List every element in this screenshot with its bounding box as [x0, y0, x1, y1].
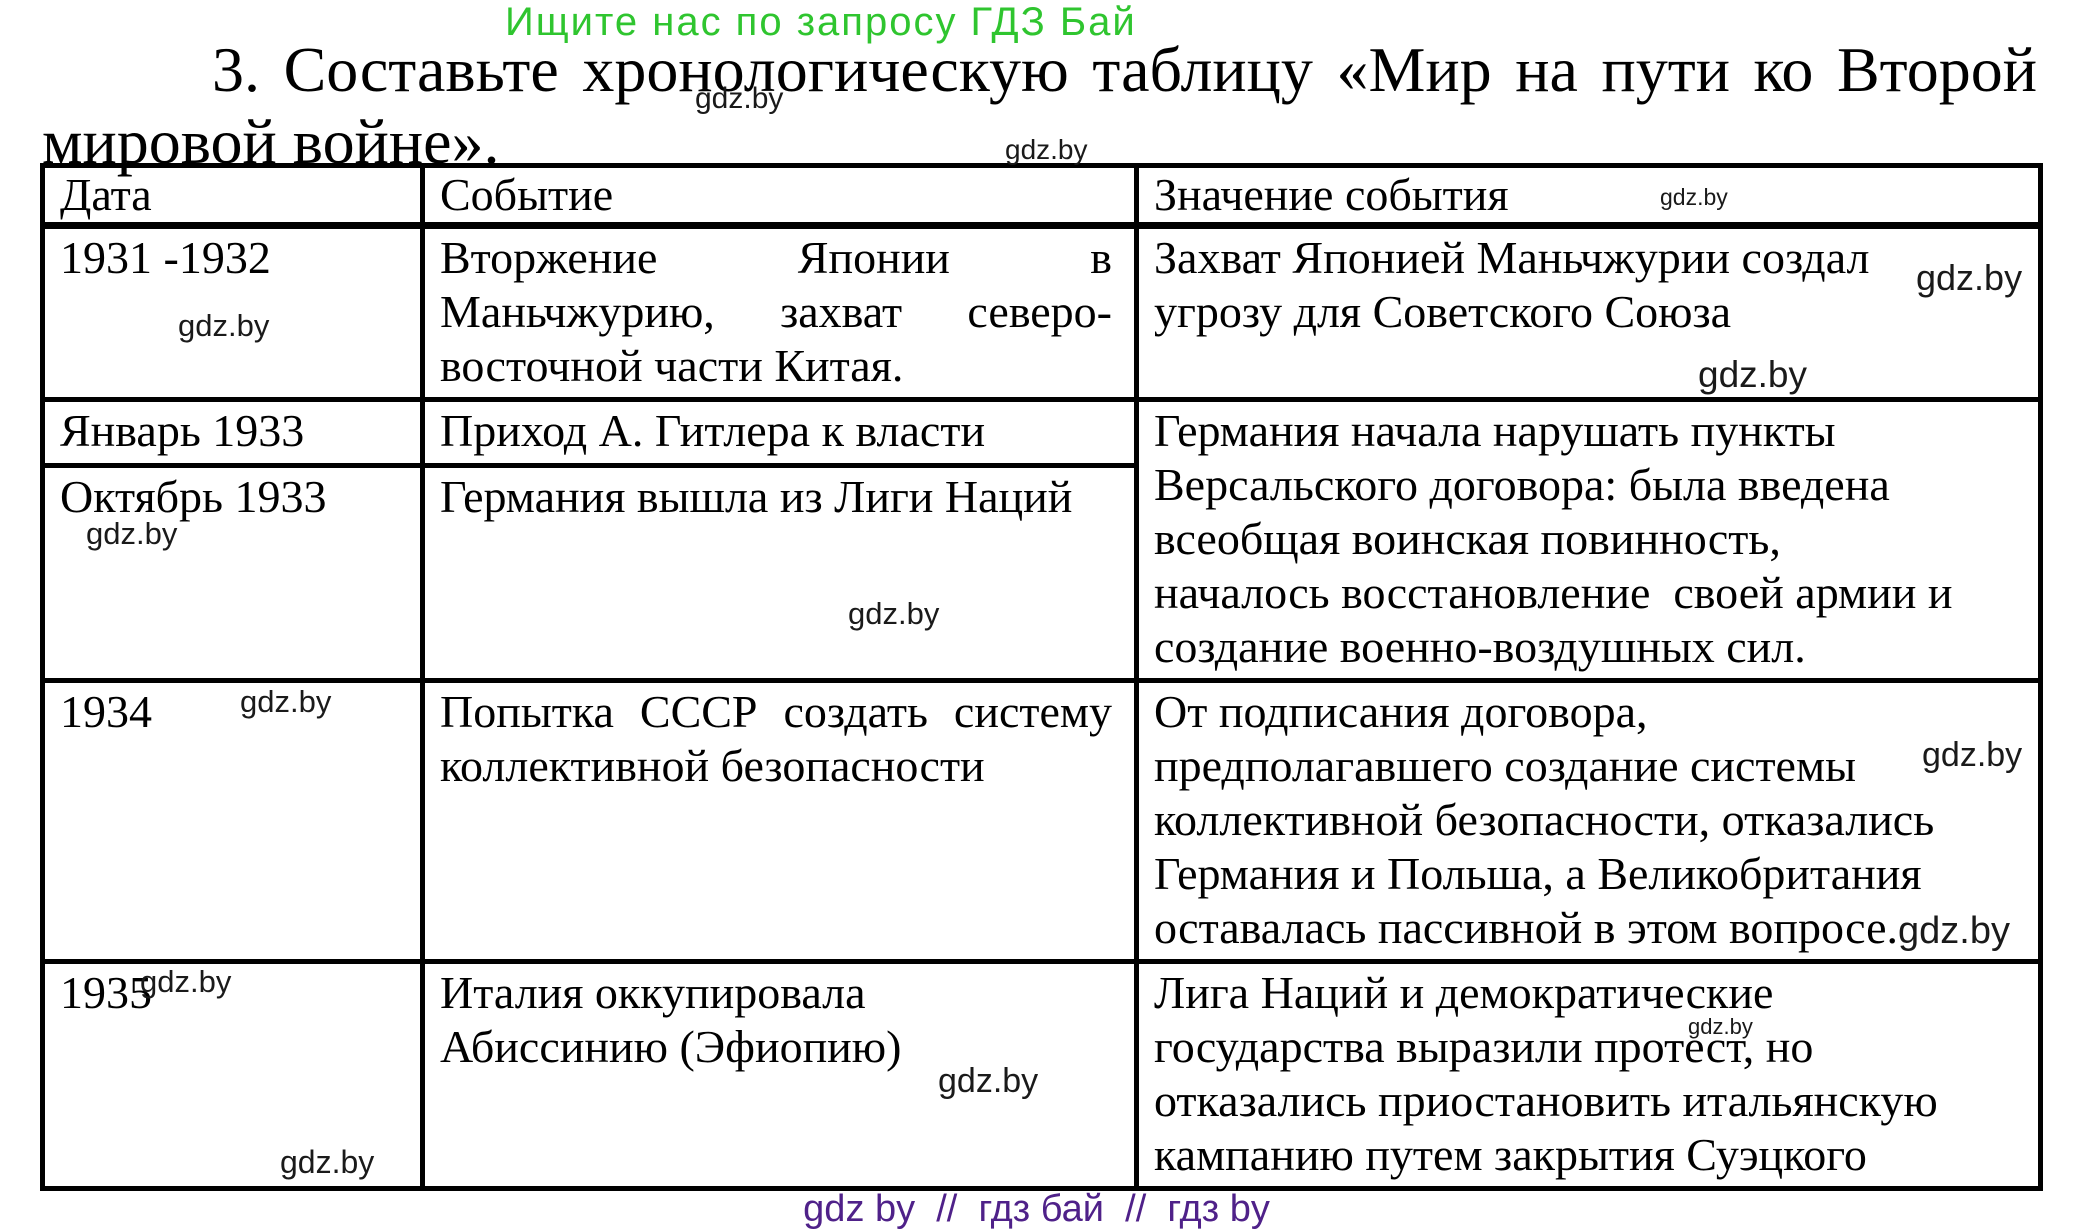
text-line: Вторжение Японии в [440, 232, 1112, 283]
gdz-watermark: gdz.by [695, 82, 784, 115]
gdz-watermark: gdz.by [1698, 354, 1808, 395]
gdz-watermark: gdz.by [240, 684, 332, 719]
footer-site-links: gdz by // гдз бай // гдз by [803, 1188, 1270, 1229]
task-title-line-1: 3. Составьте хронологическую таблицу «Ми… [212, 34, 2037, 105]
gdz-watermark: gdz.by [938, 1062, 1039, 1100]
cell-date-january-1933: Январь 1933 [40, 397, 425, 468]
text-line: кампанию путем закрытия Суэцкого [1154, 1129, 1867, 1180]
text-line: Захват Японией Маньчжурии создал [1154, 232, 1870, 283]
text-line: Германия вышла из Лиги Наций [440, 470, 1073, 522]
cell-event-october-1933: Германия вышла из Лиги Наций [420, 462, 1139, 684]
text-line: Германия начала нарушать пункты [1154, 405, 1836, 456]
cell-event-january-1933: Приход А. Гитлера к власти [420, 397, 1139, 468]
gdz-watermark: gdz.by [140, 964, 232, 999]
gdz-watermark: gdz.by [1916, 257, 2023, 298]
text-line: Италия оккупировала [440, 967, 866, 1018]
gdz-watermark: gdz.by [1922, 736, 2023, 774]
text-line: всеобщая воинская повинность, [1154, 513, 1781, 564]
text-line: Германия и Польша, а Великобритания [1154, 848, 1922, 899]
column-header-meaning: Значение события [1134, 163, 2043, 229]
text-line: отказались приостановить итальянскую [1154, 1075, 1938, 1126]
cell-meaning-1933-merged: Германия начала нарушать пункты Версальск… [1134, 397, 2043, 683]
table-row-1931-1932: 1931 -1932 Вторжение Японии в Маньчжурию,… [40, 223, 2043, 402]
cell-meaning-1935: Лига Наций и демократические государства … [1134, 959, 2043, 1191]
text-line: восточной части Китая. [440, 340, 904, 391]
cell-event-1931-1932: Вторжение Японии в Маньчжурию, захват сев… [420, 223, 1139, 402]
gdz-watermark: gdz.by [1005, 134, 1088, 165]
chronology-table: Дата Событие Значение события 1931 -1932… [40, 163, 2043, 1191]
gdz-watermark: gdz.by [848, 596, 940, 631]
column-header-event: Событие [420, 163, 1139, 229]
text-line: государства выразили протест, но [1154, 1021, 1814, 1072]
site-promo-banner: Ищите нас по запросу ГДЗ Бай [505, 0, 1137, 44]
table-row-october-1933: Октябрь 1933 Германия вышла из Лиги Наци… [40, 462, 2041, 684]
task-title: 3. Составьте хронологическую таблицу «Ми… [42, 34, 2037, 178]
cell-date-october-1933: Октябрь 1933 [40, 462, 425, 684]
text-line: Маньчжурию, захват северо- [440, 286, 1112, 337]
text-line: предполагавшего создание системы [1154, 740, 1856, 791]
cell-date-1934: 1934 [40, 678, 425, 964]
text-line: угрозу для Советского Союза [1154, 286, 1732, 337]
cell-date-1931-1932: 1931 -1932 [40, 223, 425, 402]
text-line: оставалась пассивной в этом вопросе. [1154, 902, 1899, 953]
text-line: коллективной безопасности, отказались [1154, 794, 1935, 845]
text-line: началось восстановление своей армии и [1154, 567, 1953, 618]
gdz-watermark: gdz.by [1660, 184, 1728, 210]
gdz-watermark: gdz.by [280, 1144, 375, 1180]
cell-date-1935: 1935 [40, 959, 425, 1191]
cell-event-1935: Италия оккупировала Абиссинию (Эфиопию) [420, 959, 1139, 1191]
gdz-watermark: gdz.by [86, 516, 178, 551]
cell-event-1934: Попытка СССР создать систему коллективной… [420, 678, 1139, 964]
table-header-row: Дата Событие Значение события [40, 163, 2043, 229]
text-line: коллективной безопасности [440, 740, 985, 791]
text-line: Абиссинию (Эфиопию) [440, 1021, 902, 1072]
column-header-date: Дата [40, 163, 425, 229]
gdz-watermark: gdz.by [1688, 1014, 1753, 1039]
gdz-watermark: gdz.by [1898, 910, 2010, 952]
gdz-watermark: gdz.by [178, 308, 270, 343]
text-line: Лига Наций и демократические [1154, 967, 1774, 1018]
table-row-january-1933: Январь 1933 Приход А. Гитлера к власти Г… [40, 397, 2043, 683]
text-line: создание военно-воздушных сил. [1154, 621, 1806, 672]
table-row-1935: 1935 Италия оккупировала Абиссинию (Эфиоп… [40, 959, 2043, 1191]
text-line: Приход А. Гитлера к власти [440, 405, 986, 456]
table-row-1934: 1934 Попытка СССР создать систему коллект… [40, 678, 2043, 964]
text-line: От подписания договора, [1154, 686, 1648, 737]
text-line: Версальского договора: была введена [1154, 459, 1890, 510]
cell-meaning-1931-1932: Захват Японией Маньчжурии создал угрозу д… [1134, 223, 2043, 402]
text-line: Попытка СССР создать систему [440, 686, 1112, 737]
cell-meaning-1934: От подписания договора, предполагавшего с… [1134, 678, 2043, 964]
